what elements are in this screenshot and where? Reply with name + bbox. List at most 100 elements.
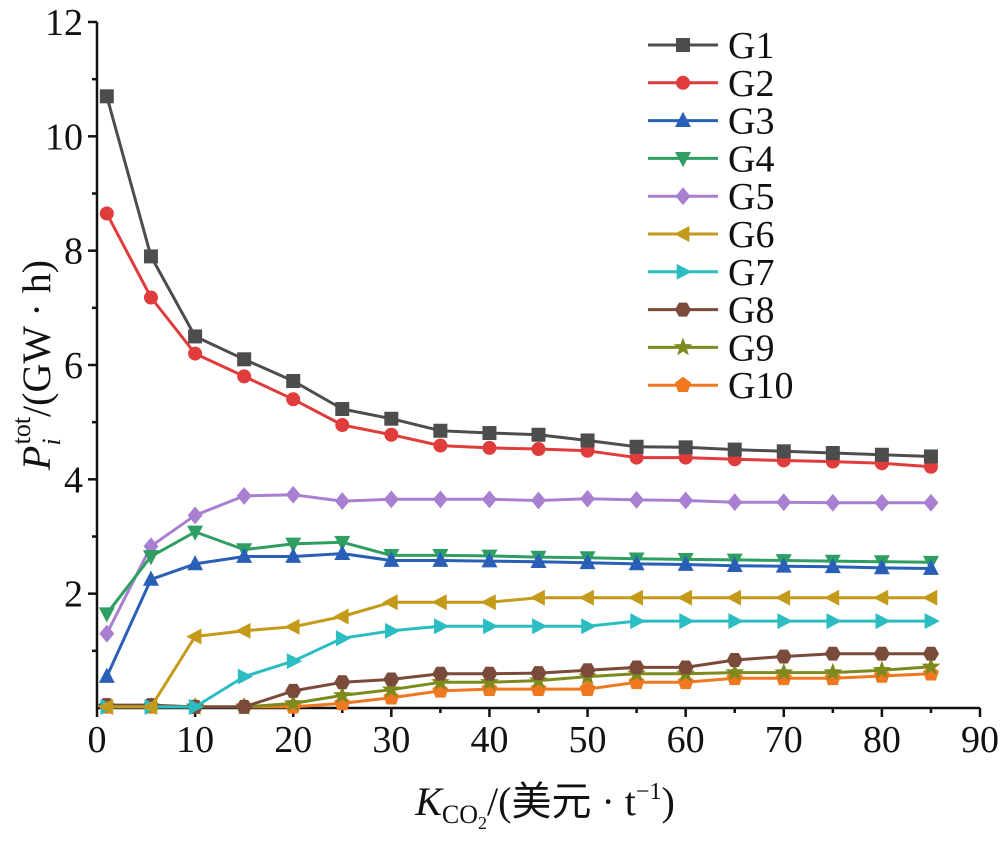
x-tick-label: 40 — [470, 719, 508, 761]
data-point-g8 — [677, 660, 694, 675]
data-point-g8 — [530, 666, 547, 681]
data-point-g7 — [777, 613, 793, 630]
data-point-g3 — [142, 570, 159, 586]
data-point-g6 — [382, 594, 398, 611]
data-point-g3 — [824, 557, 841, 574]
data-point-g6 — [186, 628, 202, 645]
data-point-g6 — [627, 589, 643, 606]
data-point-g6 — [873, 589, 889, 606]
data-point-g2 — [384, 427, 399, 442]
legend-label: G9 — [728, 327, 774, 369]
data-point-g2 — [531, 442, 546, 457]
data-point-g9 — [283, 693, 303, 712]
data-point-g6 — [284, 618, 300, 635]
legend-marker — [674, 302, 692, 317]
data-point-g4 — [98, 607, 115, 623]
data-point-g7 — [335, 630, 352, 647]
data-point-g8 — [824, 646, 841, 661]
data-point-g9 — [431, 672, 450, 691]
data-point-g8 — [236, 699, 253, 714]
data-point-g1 — [580, 433, 595, 448]
data-point-g8 — [775, 649, 792, 664]
data-point-g2 — [143, 290, 158, 305]
data-point-g1 — [335, 402, 350, 417]
data-point-g1 — [678, 440, 693, 455]
series-g9 — [97, 656, 941, 715]
data-point-g1 — [776, 444, 791, 459]
data-point-g9 — [332, 685, 352, 704]
legend-label: G7 — [728, 252, 774, 294]
data-point-g9 — [823, 662, 843, 681]
data-point-g8 — [628, 660, 645, 675]
y-tick-label: 10 — [45, 116, 83, 158]
data-point-g4 — [142, 550, 159, 566]
legend-marker — [674, 226, 690, 242]
data-point-g5 — [383, 490, 399, 509]
data-point-g1 — [188, 329, 203, 344]
data-point-g7 — [434, 618, 450, 635]
series-g5 — [99, 485, 939, 643]
data-point-g7 — [384, 622, 401, 639]
data-point-g8 — [922, 646, 939, 661]
x-tick-label: 50 — [569, 719, 607, 761]
data-point-g1 — [874, 447, 889, 462]
data-point-g8 — [873, 646, 890, 661]
data-point-g6 — [529, 589, 545, 606]
data-point-g9 — [921, 656, 941, 675]
data-point-g1 — [482, 426, 497, 441]
data-point-g3 — [726, 556, 743, 573]
data-point-g6 — [333, 608, 349, 625]
legend-label: G8 — [728, 290, 774, 332]
legend-item-g7: G7 — [648, 252, 774, 294]
data-point-g3 — [334, 544, 351, 560]
data-point-g3 — [530, 552, 547, 569]
data-point-g8 — [285, 683, 302, 698]
series-line-g7 — [106, 619, 931, 709]
legend-item-g5: G5 — [648, 176, 774, 218]
data-point-g6 — [480, 594, 496, 611]
y-tick-label: 4 — [64, 459, 83, 501]
data-point-g2 — [286, 392, 301, 407]
data-point-g5 — [776, 493, 792, 512]
data-point-g6 — [431, 594, 447, 611]
data-point-g6 — [823, 589, 840, 606]
data-point-g8 — [432, 666, 449, 681]
data-point-g7 — [630, 613, 646, 630]
data-point-g3 — [579, 553, 596, 570]
data-point-g7 — [924, 613, 940, 630]
data-point-g3 — [775, 557, 792, 573]
legend-item-g6: G6 — [648, 214, 774, 256]
series-g1 — [99, 89, 938, 464]
x-tick-label: 30 — [372, 719, 410, 761]
legend-label: G5 — [728, 176, 774, 218]
legend-label: G10 — [728, 365, 793, 407]
legend-marker — [673, 337, 693, 356]
data-point-g3 — [383, 551, 400, 567]
x-axis-title: KCO2/(美元 · t−1) — [414, 779, 675, 833]
data-point-g1 — [143, 249, 158, 264]
legend-label: G2 — [728, 63, 774, 105]
x-tick-label: 20 — [274, 719, 312, 761]
y-tick-label: 2 — [64, 574, 83, 616]
data-point-g7 — [532, 618, 548, 635]
series-line-g3 — [105, 552, 931, 678]
series-line-g5 — [105, 493, 931, 635]
data-point-g5 — [187, 506, 203, 525]
legend-label: G6 — [728, 214, 774, 256]
data-point-g7 — [286, 653, 303, 670]
y-axis-title: Pitot/(GW · h) — [7, 260, 66, 471]
legend-item-g8: G8 — [648, 290, 774, 332]
data-point-g3 — [236, 547, 253, 563]
legend-label: G1 — [728, 25, 774, 67]
data-point-g7 — [679, 613, 695, 630]
series-g7 — [100, 613, 940, 715]
series-line-g2 — [105, 212, 932, 469]
data-point-g9 — [725, 662, 745, 681]
legend-marker — [675, 111, 691, 127]
data-point-g7 — [826, 613, 842, 630]
data-point-g1 — [531, 427, 546, 442]
data-point-g5 — [727, 493, 743, 512]
series-group — [97, 89, 941, 715]
data-point-g1 — [433, 423, 448, 438]
